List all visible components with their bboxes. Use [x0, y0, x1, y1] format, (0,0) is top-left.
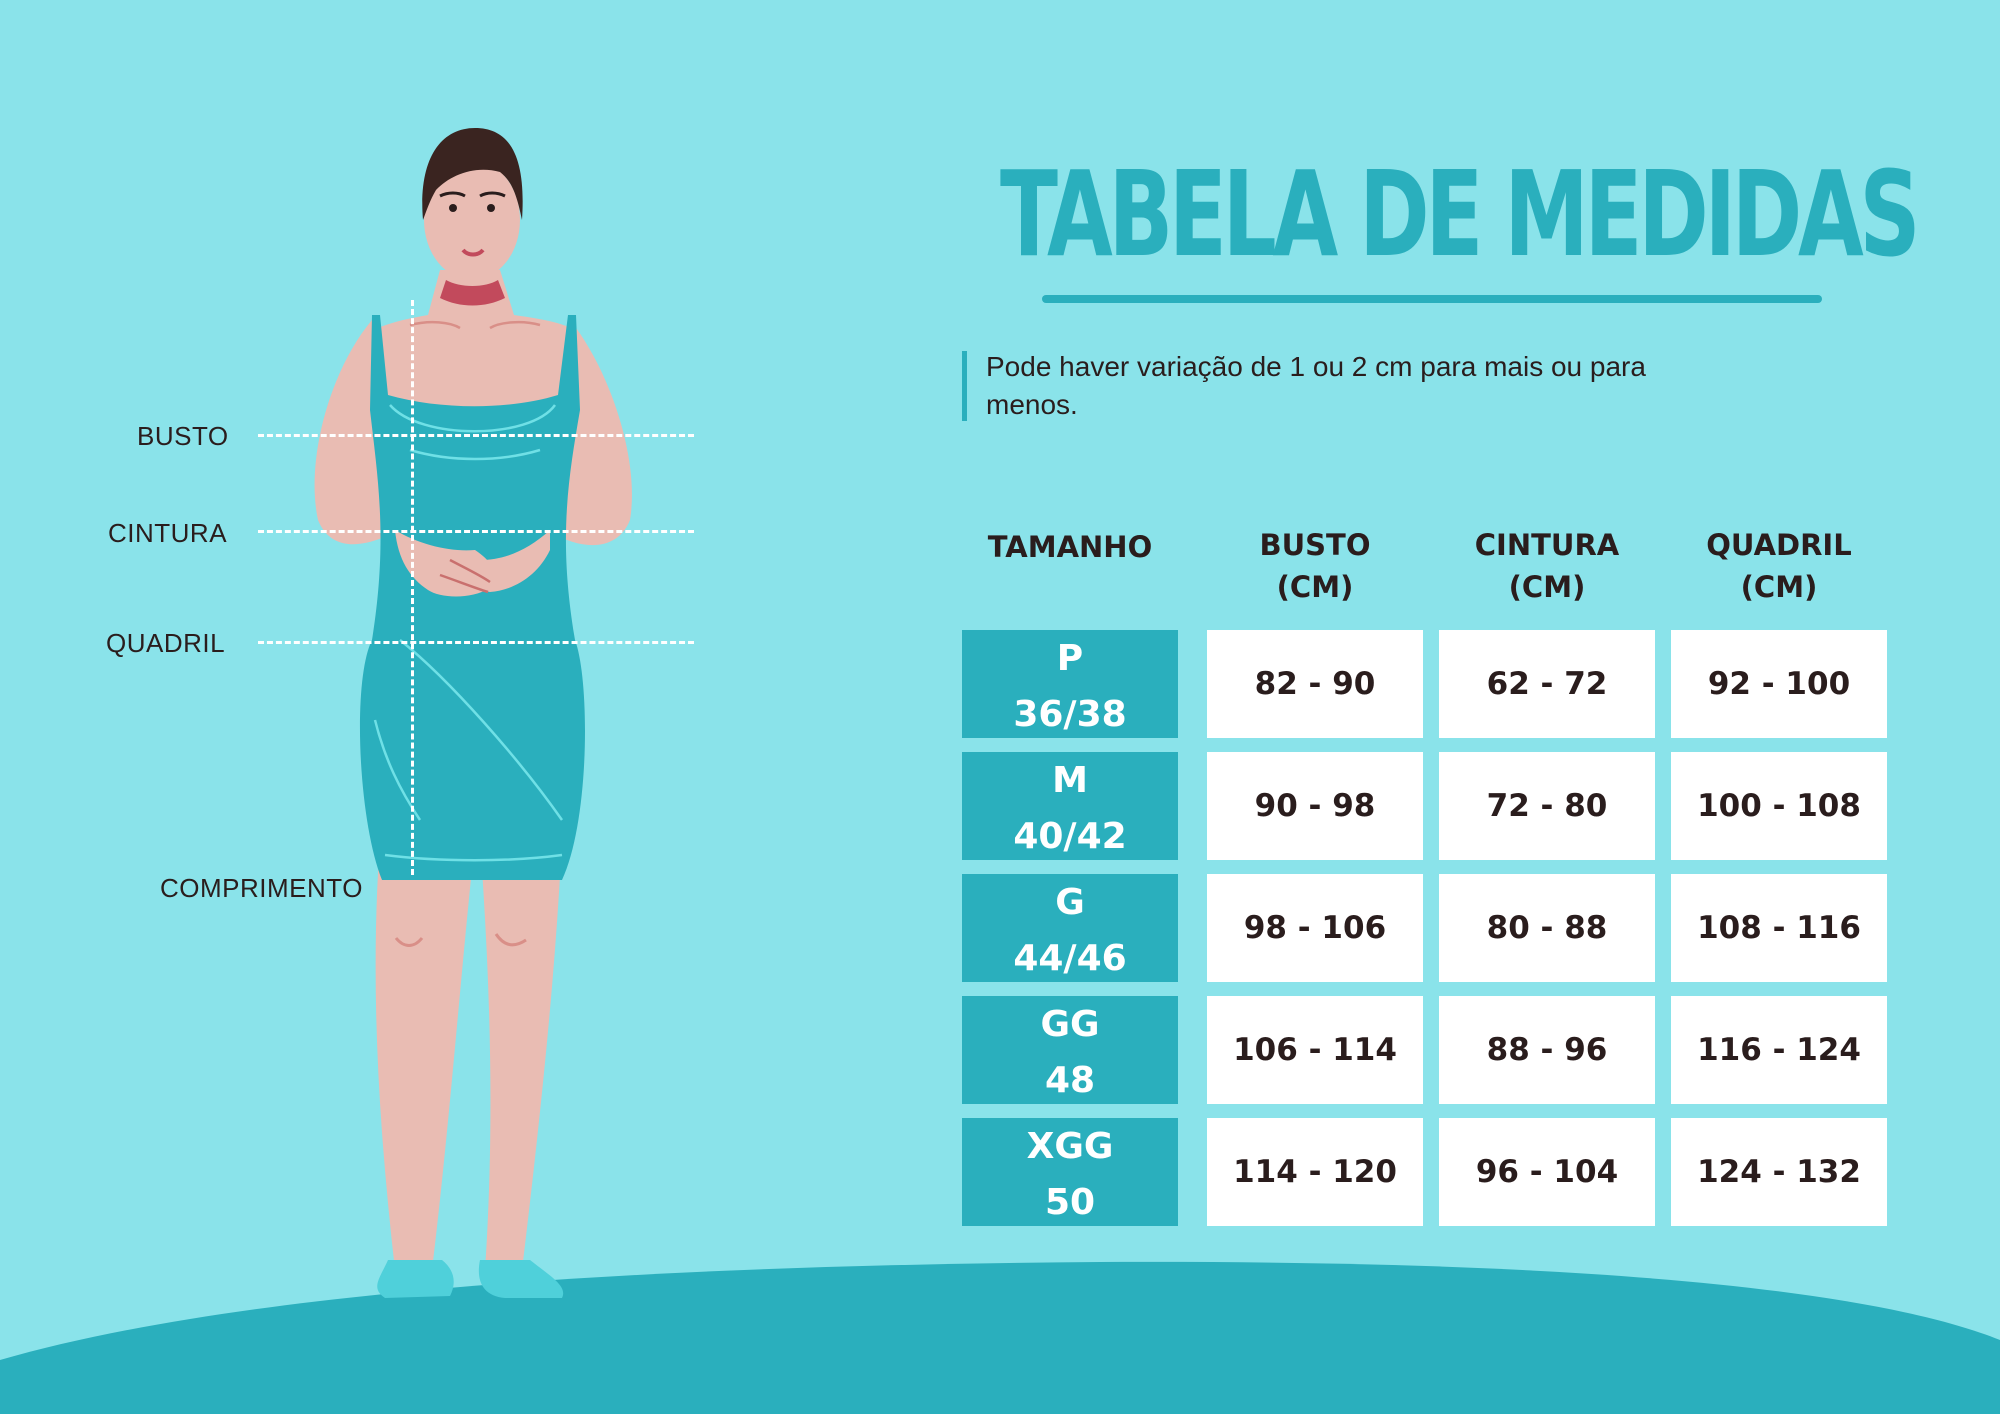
- table-cell-cintura: 72 - 80: [1439, 752, 1655, 860]
- header-tamanho: TAMANHO: [962, 526, 1178, 568]
- note-accent-bar: [962, 351, 967, 421]
- header-busto: BUSTO (CM): [1207, 524, 1423, 608]
- header-quadril-unit: (CM): [1740, 570, 1818, 604]
- size-number: 50: [1044, 1182, 1096, 1223]
- length-label: COMPRIMENTO: [160, 873, 363, 903]
- header-quadril: QUADRIL (CM): [1671, 524, 1887, 608]
- table-cell-cintura: 88 - 96: [1439, 996, 1655, 1104]
- header-cintura: CINTURA (CM): [1439, 524, 1655, 608]
- table-cell-quadril: 124 - 132: [1671, 1118, 1887, 1226]
- size-letter: XGG: [1026, 1126, 1114, 1167]
- header-cintura-unit: (CM): [1508, 570, 1586, 604]
- table-cell-cintura: 62 - 72: [1439, 630, 1655, 738]
- table-cell-cintura: 96 - 104: [1439, 1118, 1655, 1226]
- size-number: 48: [1044, 1060, 1096, 1101]
- header-busto-unit: (CM): [1276, 570, 1354, 604]
- header-tamanho-label: TAMANHO: [987, 530, 1153, 564]
- header-busto-label: BUSTO: [1259, 528, 1371, 562]
- table-row-size-g: G 44/46: [962, 874, 1178, 982]
- table-row-size-gg: GG 48: [962, 996, 1178, 1104]
- table-row-size-m: M 40/42: [962, 752, 1178, 860]
- woman-illustration: [314, 128, 632, 1298]
- table-cell-busto: 114 - 120: [1207, 1118, 1423, 1226]
- table-cell-quadril: 92 - 100: [1671, 630, 1887, 738]
- waist-label: CINTURA: [108, 518, 228, 548]
- hip-line: [258, 641, 694, 644]
- header-cintura-label: CINTURA: [1474, 528, 1620, 562]
- table-cell-busto: 98 - 106: [1207, 874, 1423, 982]
- length-line: [411, 300, 414, 875]
- size-letter: P: [1056, 638, 1084, 679]
- bust-label: BUSTO: [137, 421, 229, 451]
- size-letter: G: [1055, 882, 1085, 923]
- variation-note: Pode haver variação de 1 ou 2 cm para ma…: [986, 351, 1646, 420]
- hip-label: QUADRIL: [106, 628, 226, 658]
- table-cell-cintura: 80 - 88: [1439, 874, 1655, 982]
- table-cell-quadril: 108 - 116: [1671, 874, 1887, 982]
- table-row-size-p: P 36/38: [962, 630, 1178, 738]
- table-cell-busto: 90 - 98: [1207, 752, 1423, 860]
- size-number: 36/38: [1013, 694, 1127, 735]
- size-number: 40/42: [1013, 816, 1127, 857]
- size-letter: M: [1052, 760, 1088, 801]
- table-cell-busto: 106 - 114: [1207, 996, 1423, 1104]
- page-title: TABELA DE MEDIDAS: [1000, 145, 1921, 283]
- header-quadril-label: QUADRIL: [1706, 528, 1852, 562]
- waist-line: [258, 530, 694, 533]
- bust-line: [258, 434, 694, 437]
- size-letter: GG: [1040, 1004, 1100, 1045]
- title-underline: [1042, 295, 1822, 303]
- table-cell-quadril: 100 - 108: [1671, 752, 1887, 860]
- table-cell-busto: 82 - 90: [1207, 630, 1423, 738]
- table-cell-quadril: 116 - 124: [1671, 996, 1887, 1104]
- table-row-size-xgg: XGG 50: [962, 1118, 1178, 1226]
- size-number: 44/46: [1013, 938, 1127, 979]
